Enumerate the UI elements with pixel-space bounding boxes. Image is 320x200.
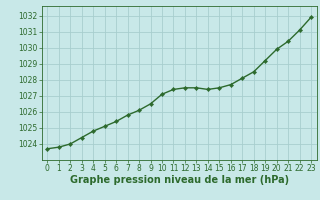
X-axis label: Graphe pression niveau de la mer (hPa): Graphe pression niveau de la mer (hPa) [70,175,289,185]
